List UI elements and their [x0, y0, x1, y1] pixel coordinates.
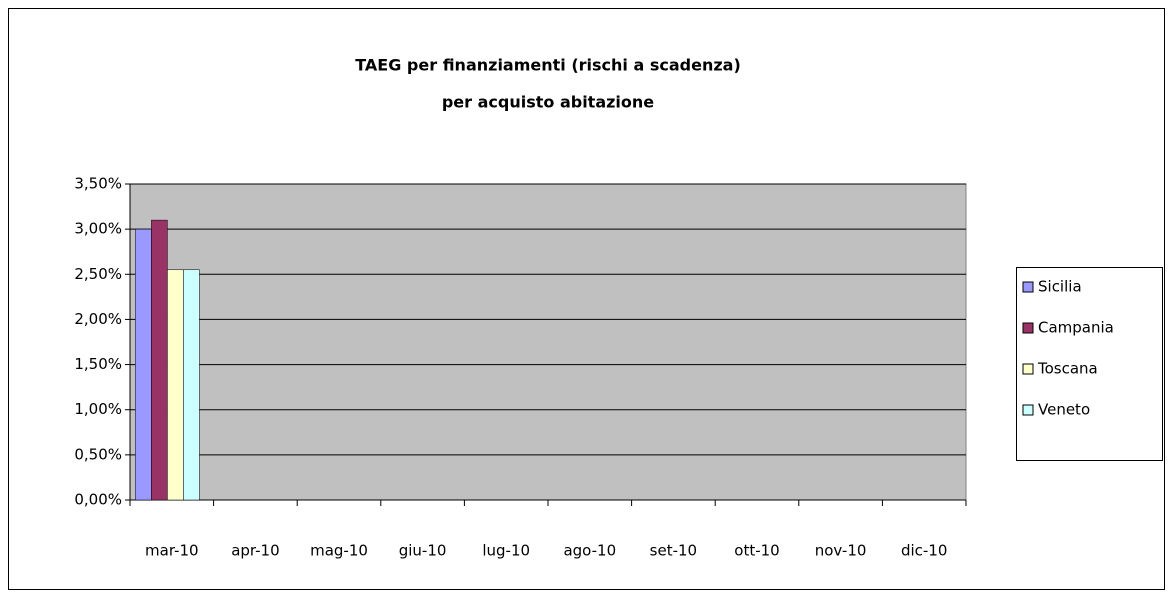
x-tick-label: mag-10	[310, 542, 368, 560]
legend-box	[1016, 267, 1163, 461]
y-tick-label: 0,00%	[74, 491, 122, 509]
legend-label: Veneto	[1038, 401, 1090, 419]
y-tick-label: 2,00%	[74, 310, 122, 328]
legend-swatch	[1022, 404, 1034, 416]
plot-area	[129, 183, 967, 501]
y-tick-label: 3,50%	[74, 175, 122, 193]
bar	[135, 228, 152, 501]
bar	[167, 269, 184, 501]
chart-title: TAEG per finanziamenti (rischi a scadenz…	[355, 56, 741, 75]
bar	[183, 269, 200, 501]
y-tick-label: 2,50%	[74, 265, 122, 283]
y-tick-label: 1,50%	[74, 355, 122, 373]
y-tick-label: 3,00%	[74, 220, 122, 238]
x-tick-label: dic-10	[901, 542, 947, 560]
bar	[151, 219, 168, 501]
legend-label: Toscana	[1037, 360, 1098, 378]
x-tick-label: mar-10	[145, 542, 199, 560]
x-tick-label: apr-10	[231, 542, 279, 560]
legend-swatch	[1022, 281, 1034, 293]
legend-label: Sicilia	[1038, 278, 1082, 296]
x-tick-label: ott-10	[734, 542, 779, 560]
x-tick-label: giu-10	[399, 542, 447, 560]
legend-swatch	[1022, 363, 1034, 375]
y-tick-label: 1,00%	[74, 400, 122, 418]
chart-subtitle: per acquisto abitazione	[442, 93, 654, 112]
x-tick-label: nov-10	[815, 542, 867, 560]
x-tick-label: ago-10	[563, 542, 616, 560]
x-tick-label: lug-10	[482, 542, 530, 560]
legend-label: Campania	[1038, 319, 1114, 337]
y-tick-label: 0,50%	[74, 445, 122, 463]
x-tick-label: set-10	[650, 542, 697, 560]
legend-swatch	[1022, 322, 1034, 334]
